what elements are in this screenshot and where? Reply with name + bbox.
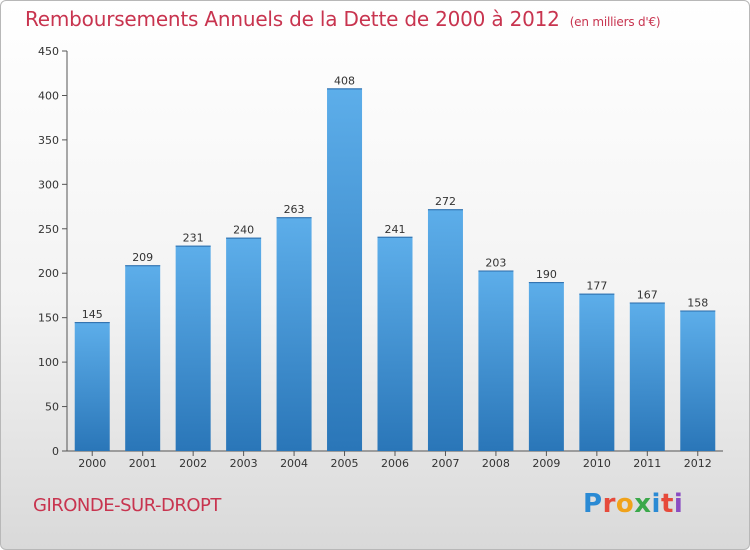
bar xyxy=(276,217,312,451)
title-text: Remboursements Annuels de la Dette de 20… xyxy=(25,7,560,31)
bar-value-label: 145 xyxy=(82,308,103,321)
title-unit: (en milliers d'€) xyxy=(569,15,661,29)
x-tick-label: 2000 xyxy=(78,457,106,470)
y-tick-label: 450 xyxy=(38,45,59,58)
bar xyxy=(125,265,161,451)
x-tick-label: 2008 xyxy=(482,457,510,470)
bar-value-label: 209 xyxy=(132,251,153,264)
y-tick-label: 350 xyxy=(38,134,59,147)
x-tick-label: 2001 xyxy=(129,457,157,470)
bar xyxy=(427,209,463,451)
bar-value-label: 190 xyxy=(536,268,557,281)
x-tick-label: 2011 xyxy=(633,457,661,470)
bar-value-label: 177 xyxy=(586,280,607,293)
bar xyxy=(327,88,363,451)
y-tick-label: 150 xyxy=(38,312,59,325)
bar xyxy=(175,245,211,451)
bar xyxy=(680,310,716,451)
bar xyxy=(579,293,615,451)
bar xyxy=(478,270,514,451)
bar xyxy=(226,237,262,451)
bar xyxy=(528,282,564,451)
x-tick-label: 2003 xyxy=(230,457,258,470)
bar-value-label: 240 xyxy=(233,224,254,237)
bar-value-label: 158 xyxy=(687,297,708,310)
bar-value-label: 272 xyxy=(435,195,456,208)
x-tick-label: 2012 xyxy=(684,457,712,470)
x-tick-label: 2010 xyxy=(583,457,611,470)
y-tick-label: 250 xyxy=(38,223,59,236)
y-tick-label: 0 xyxy=(52,445,59,458)
y-tick-label: 400 xyxy=(38,89,59,102)
city-name: GIRONDE-SUR-DROPT xyxy=(33,495,221,516)
y-tick-label: 100 xyxy=(38,356,59,369)
bar-value-label: 241 xyxy=(385,223,406,236)
bar-value-label: 263 xyxy=(284,203,305,216)
x-tick-label: 2007 xyxy=(431,457,459,470)
proxiti-logo: Proxiti xyxy=(583,489,684,519)
bar xyxy=(629,302,665,451)
y-tick-label: 50 xyxy=(45,401,59,414)
bar-value-label: 203 xyxy=(485,257,506,270)
chart-title: Remboursements Annuels de la Dette de 20… xyxy=(25,7,661,31)
bar-value-label: 231 xyxy=(183,232,204,245)
x-tick-label: 2002 xyxy=(179,457,207,470)
y-tick-label: 300 xyxy=(38,178,59,191)
y-tick-label: 200 xyxy=(38,267,59,280)
x-tick-label: 2009 xyxy=(532,457,560,470)
x-tick-label: 2005 xyxy=(331,457,359,470)
x-tick-label: 2004 xyxy=(280,457,308,470)
bar xyxy=(74,322,110,451)
bar-value-label: 408 xyxy=(334,74,355,87)
x-tick-label: 2006 xyxy=(381,457,409,470)
bar-value-label: 167 xyxy=(637,289,658,302)
bar xyxy=(377,236,413,451)
